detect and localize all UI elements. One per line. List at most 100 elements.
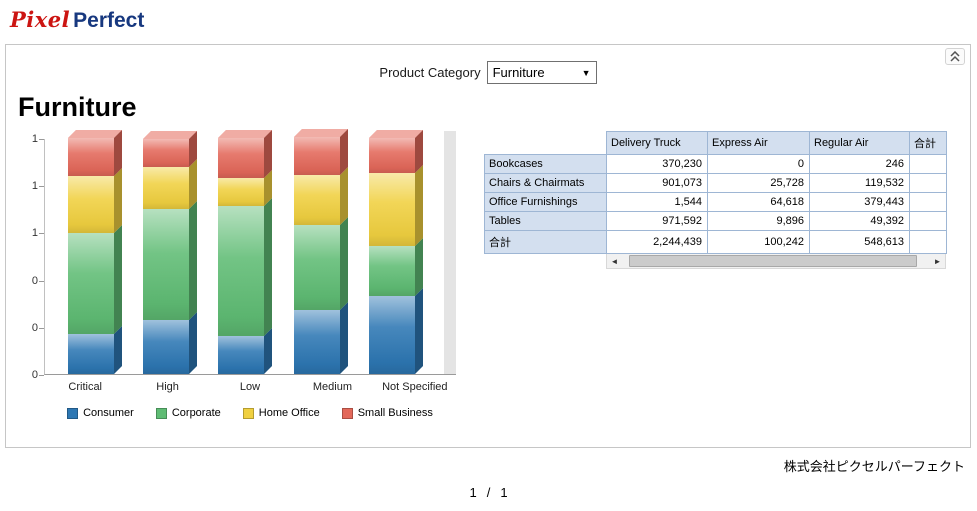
column-header-total: 合計 (909, 131, 947, 155)
x-axis-label: Not Specified (382, 381, 448, 393)
y-tick-label: 0 (31, 369, 38, 381)
report-title: Furniture (18, 92, 137, 122)
stacked-bar-chart: Critical High Low Medium Not Specified Consu… (18, 131, 476, 431)
x-axis-labels: Critical High Low Medium Not Specified (44, 381, 456, 393)
cell-value: 25,728 (707, 173, 810, 193)
legend-label: Consumer (83, 407, 134, 419)
scroll-right-button[interactable]: ► (930, 254, 945, 268)
y-tick-mark (39, 280, 44, 282)
y-tick-mark (39, 327, 44, 329)
y-tick-mark (39, 375, 44, 376)
table-row: Office Furnishings 1,544 64,618 379,443 (484, 192, 947, 212)
bar-segment-corporate (67, 233, 114, 334)
bar-segment-consumer (369, 296, 416, 374)
cell-value: 548,613 (809, 230, 910, 254)
pagination: 1 / 1 (0, 485, 977, 500)
bar-high (143, 139, 190, 374)
scrollbar-track[interactable] (622, 254, 930, 268)
legend-swatch-icon (155, 407, 167, 419)
cell-value: 100,242 (707, 230, 810, 254)
product-category-select[interactable]: Furniture ▼ (486, 61, 597, 84)
cell-value: 246 (809, 154, 910, 174)
bar-segment-corporate (218, 206, 265, 336)
product-category-label: Product Category (379, 65, 481, 80)
x-axis-label: Critical (68, 381, 103, 393)
app-logo: Pixel Perfect (0, 0, 977, 36)
row-label: Office Furnishings (484, 192, 607, 212)
y-tick-label: 0 (31, 321, 38, 334)
report-content: Critical High Low Medium Not Specified Consu… (6, 131, 970, 431)
pivot-table: Delivery Truck Express Air Regular Air 合… (484, 131, 947, 254)
bar-segment-corporate (293, 225, 340, 310)
company-name: 株式会社ピクセルパーフェクト (783, 459, 965, 474)
bar-segment-small-business (67, 138, 114, 176)
cell-value: 1,544 (606, 192, 708, 212)
bar-segment-small-business (369, 138, 416, 173)
y-tick-label: 1 (31, 180, 38, 193)
bar-segment-home-office (218, 178, 265, 206)
collapse-panel-button[interactable] (945, 48, 965, 65)
legend-item-consumer: Consumer (67, 407, 134, 419)
scrollbar-thumb[interactable] (629, 255, 917, 267)
column-header-express-air: Express Air (707, 131, 810, 155)
page-separator: / (486, 485, 491, 500)
row-label: Bookcases (484, 154, 607, 174)
cell-value (909, 173, 947, 193)
legend-swatch-icon (242, 407, 254, 419)
legend-item-home-office: Home Office (242, 407, 320, 419)
chevrons-up-icon (950, 51, 960, 62)
legend-label: Small Business (357, 407, 433, 419)
cell-value: 119,532 (809, 173, 910, 193)
dropdown-selected-value: Furniture (492, 65, 545, 80)
current-page: 1 (469, 485, 477, 500)
cell-value (909, 230, 947, 254)
bar-segment-home-office (369, 173, 416, 246)
bar-segment-consumer (143, 320, 190, 374)
bar-segment-home-office (143, 167, 190, 209)
table-row: Tables 971,592 9,896 49,392 (484, 211, 947, 231)
cell-value: 379,443 (809, 192, 910, 212)
column-header-regular-air: Regular Air (809, 131, 910, 155)
logo-pixel: Pixel (10, 7, 71, 32)
y-tick-mark (39, 233, 44, 235)
y-tick-mark (39, 139, 44, 140)
bar-segment-consumer (67, 334, 114, 374)
bar-segment-small-business (143, 139, 190, 167)
chart-bars (45, 137, 456, 374)
chart-legend: Consumer Corporate Home Office Small Busine… (44, 407, 456, 419)
bar-medium (293, 137, 340, 374)
row-label-total: 合計 (484, 230, 607, 254)
bar-low (218, 138, 265, 374)
cell-value (909, 154, 947, 174)
parameter-row: Product Category Furniture ▼ (6, 61, 970, 84)
chart-back-wall (444, 131, 456, 374)
scroll-left-button[interactable]: ◄ (607, 254, 622, 268)
y-tick-label: 0 (31, 274, 38, 287)
legend-item-small-business: Small Business (341, 407, 433, 419)
table-corner-cell (484, 131, 607, 155)
cell-value: 370,230 (606, 154, 708, 174)
cell-value: 0 (707, 154, 810, 174)
x-axis-label: High (156, 381, 179, 393)
legend-label: Corporate (171, 407, 221, 419)
cell-value (909, 192, 947, 212)
bar-segment-home-office (67, 176, 114, 233)
cell-value: 49,392 (809, 211, 910, 231)
legend-item-corporate: Corporate (155, 407, 221, 419)
bar-segment-small-business (293, 137, 340, 175)
bar-segment-home-office (293, 175, 340, 225)
plot-area (44, 131, 456, 375)
row-label: Chairs & Chairmats (484, 173, 607, 193)
logo-perfect: Perfect (73, 9, 145, 32)
bar-segment-corporate (369, 246, 416, 296)
bar-critical (67, 138, 114, 374)
bar-segment-consumer (293, 310, 340, 374)
legend-label: Home Office (258, 407, 320, 419)
y-tick-mark (39, 186, 44, 188)
table-row: Bookcases 370,230 0 246 (484, 154, 947, 174)
table-total-row: 合計 2,244,439 100,242 548,613 (484, 230, 947, 254)
cell-value: 901,073 (606, 173, 708, 193)
table-horizontal-scrollbar[interactable]: ◄ ► (606, 254, 946, 269)
table-header-row: Delivery Truck Express Air Regular Air 合… (484, 131, 947, 155)
chevron-down-icon: ▼ (581, 67, 591, 78)
